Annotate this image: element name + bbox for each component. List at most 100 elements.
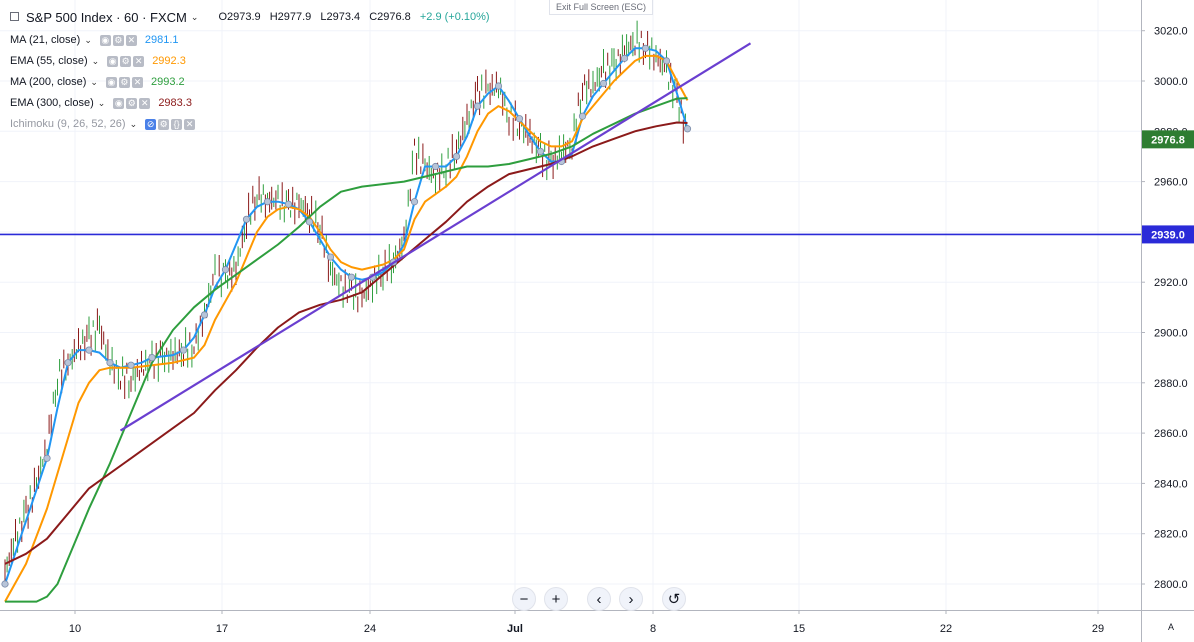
ma-point-marker — [662, 57, 671, 65]
close-value: C2976.8 — [369, 11, 411, 23]
auto-scale-button[interactable]: A — [1168, 622, 1175, 632]
x-tick-label: 15 — [793, 623, 805, 635]
chevron-down-icon[interactable]: ⌄ — [90, 76, 98, 87]
ma-point-marker — [179, 346, 188, 354]
gear-icon[interactable]: ⚙ — [158, 118, 170, 130]
scroll-left-button[interactable]: ‹ — [587, 587, 611, 611]
low-value: L2973.4 — [320, 11, 361, 23]
series-line — [5, 97, 688, 603]
ma-point-marker — [599, 79, 608, 88]
indicator-value: 2992.3 — [152, 55, 186, 67]
ma-point-marker — [64, 359, 72, 367]
level-price-tag — [1142, 225, 1194, 244]
eye-icon[interactable]: ◉ — [107, 55, 119, 67]
ma-point-marker — [106, 359, 114, 367]
indicator-legend-ma200[interactable]: MA (200, close) ⌄ ◉ ⚙ ✕ 2993.2 — [10, 73, 185, 91]
symbol-legend[interactable]: S&P 500 Index · 60 · FXCM ⌄ O2973.9 H297… — [26, 8, 496, 26]
ma-point-marker — [515, 115, 524, 123]
x-tick-label: Jul — [507, 623, 523, 635]
indicator-value: 2983.3 — [158, 97, 192, 109]
x-tick-label: 29 — [1092, 623, 1104, 635]
ma-point-marker — [683, 125, 692, 133]
collapse-icon[interactable] — [10, 12, 19, 21]
ma-point-marker — [473, 102, 482, 110]
open-value: O2973.9 — [218, 11, 261, 23]
eye-icon[interactable]: ◉ — [113, 97, 125, 109]
gear-icon[interactable]: ⚙ — [112, 34, 124, 46]
indicator-name: EMA (55, close) — [10, 55, 88, 67]
chevron-down-icon[interactable]: ⌄ — [84, 34, 92, 45]
ma-point-marker — [43, 454, 51, 462]
exit-fullscreen-button[interactable]: Exit Full Screen (ESC) — [549, 0, 654, 15]
close-icon[interactable]: ✕ — [131, 76, 143, 88]
chevron-down-icon[interactable]: ⌄ — [190, 11, 199, 22]
y-tick-label: 2920.0 — [1154, 277, 1188, 289]
grid — [0, 0, 1141, 610]
series-line — [4, 121, 688, 565]
ma-point-marker — [410, 198, 419, 206]
indicator-name: EMA (300, close) — [10, 97, 94, 109]
chevron-down-icon[interactable]: ⌄ — [129, 118, 138, 129]
axis-price-labels: 2939.0 2976.8 — [1142, 130, 1194, 244]
y-tick-label: 2840.0 — [1154, 478, 1188, 490]
ma-point-marker — [1, 580, 9, 588]
indicator-name: MA (21, close) — [10, 34, 81, 46]
indicator-name: Ichimoku (9, 26, 52, 26) — [10, 118, 126, 130]
y-tick-label: 2800.0 — [1154, 579, 1188, 591]
x-tick-label: 24 — [364, 623, 376, 635]
current-price-label: 2976.8 — [1151, 134, 1185, 146]
zoom-in-button[interactable]: + — [544, 587, 568, 611]
ma-point-marker — [431, 162, 440, 171]
x-tick-label: 17 — [216, 623, 228, 635]
ma-point-marker — [284, 200, 293, 208]
zoom-out-button[interactable]: − — [512, 587, 536, 611]
trendline[interactable] — [119, 42, 752, 432]
ohlc-values: O2973.9 H2977.9 L2973.4 C2976.8 +2.9 (+0… — [218, 11, 495, 23]
ma-point-marker — [242, 215, 251, 223]
gear-icon[interactable]: ⚙ — [118, 76, 130, 88]
close-icon[interactable]: ✕ — [133, 55, 145, 67]
ma-point-marker — [494, 82, 503, 90]
indicator-legend-ma21[interactable]: MA (21, close) ⌄ ◉ ⚙ ✕ 2981.1 — [10, 31, 179, 49]
current-price-tag — [1142, 130, 1194, 149]
y-tick-label: 3020.0 — [1154, 26, 1188, 38]
ma-point-marker — [641, 44, 650, 52]
indicator-legend-ema300[interactable]: EMA (300, close) ⌄ ◉ ⚙ ✕ 2983.3 — [10, 94, 192, 112]
symbol-title: S&P 500 Index · 60 · FXCM — [26, 9, 187, 25]
x-tick-label: 10 — [69, 623, 81, 635]
ma-point-marker — [127, 361, 135, 369]
level-price-label: 2939.0 — [1151, 229, 1185, 241]
close-icon[interactable]: ✕ — [139, 97, 151, 109]
ma-point-marker — [263, 198, 272, 206]
ma-point-marker — [536, 147, 545, 156]
y-tick-label: 2880.0 — [1154, 378, 1188, 390]
ma-point-marker — [347, 273, 356, 281]
x-tick-label: 22 — [940, 623, 952, 635]
eye-icon[interactable]: ◉ — [105, 76, 117, 88]
chevron-down-icon[interactable]: ⌄ — [97, 97, 106, 108]
gear-icon[interactable]: ⚙ — [120, 55, 132, 67]
indicator-legend-ichimoku[interactable]: Ichimoku (9, 26, 52, 26) ⌄ ⊘ ⚙ {} ✕ — [10, 115, 197, 133]
close-icon[interactable]: ✕ — [184, 118, 196, 130]
scroll-right-button[interactable]: › — [619, 587, 643, 611]
ma-point-marker — [326, 253, 335, 261]
ma-point-marker — [85, 346, 93, 354]
trendline-segment — [119, 42, 752, 432]
x-tick-label: 8 — [650, 623, 656, 635]
gear-icon[interactable]: ⚙ — [126, 97, 138, 109]
braces-icon[interactable]: {} — [171, 118, 183, 130]
ma-point-marker — [452, 152, 461, 161]
price-bars — [4, 20, 686, 584]
chevron-down-icon[interactable]: ⌄ — [91, 55, 100, 66]
indicator-legend-ema55[interactable]: EMA (55, close) ⌄ ◉ ⚙ ✕ 2992.3 — [10, 52, 186, 70]
change-value: +2.9 (+0.10%) — [419, 11, 490, 23]
eye-icon[interactable]: ◉ — [99, 34, 111, 46]
eye-off-icon[interactable]: ⊘ — [145, 118, 157, 130]
reset-chart-button[interactable]: ↺ — [662, 587, 686, 611]
indicator-value: 2993.2 — [150, 76, 185, 88]
close-icon[interactable]: ✕ — [125, 34, 137, 46]
indicator-value: 2981.1 — [144, 34, 179, 46]
ma-point-marker — [305, 218, 314, 226]
